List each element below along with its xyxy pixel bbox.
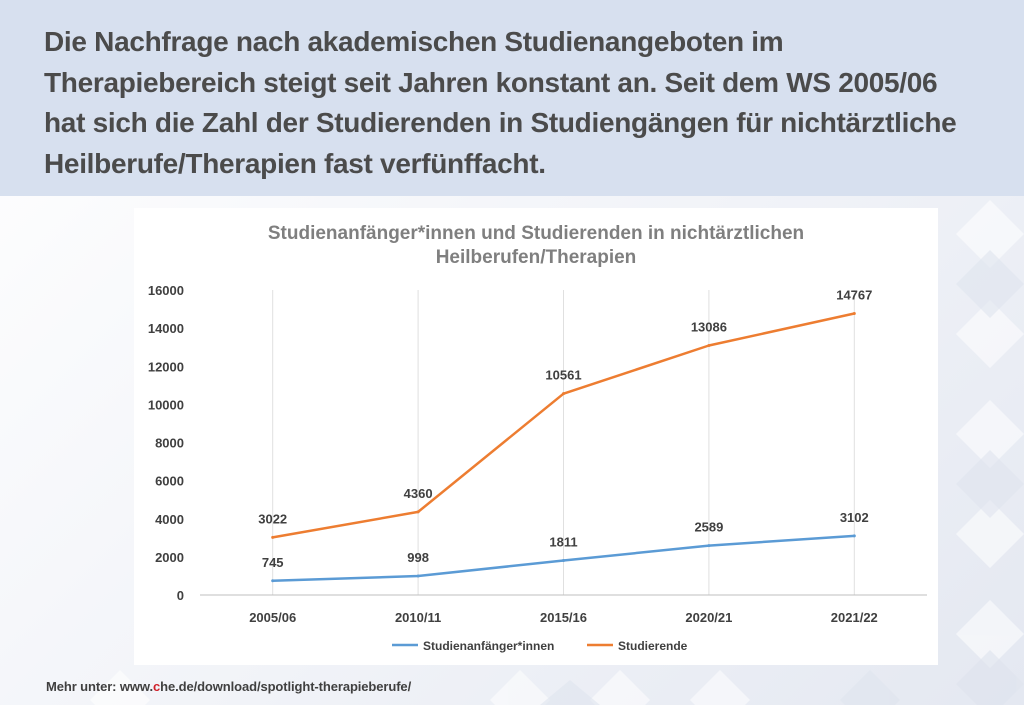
data-label: 3022 — [258, 511, 287, 526]
data-point-studienanf-nger-innen — [852, 534, 856, 538]
footer-accent: c — [152, 679, 161, 694]
data-point-studierende — [562, 392, 565, 396]
chart-title-line-2: Heilberufen/Therapien — [436, 247, 637, 268]
data-point-studierende — [416, 510, 420, 514]
y-tick-label: 12000 — [148, 359, 184, 374]
y-tick-label: 14000 — [148, 321, 184, 336]
y-tick-label: 4000 — [155, 512, 184, 527]
x-tick-label: 2005/06 — [249, 610, 296, 625]
header-banner: Die Nachfrage nach akademischen Studiena… — [0, 0, 1024, 196]
y-tick-label: 16000 — [148, 283, 184, 298]
data-label: 1811 — [549, 534, 577, 549]
data-point-studierende — [707, 344, 711, 348]
data-label: 745 — [262, 555, 284, 570]
data-label: 14767 — [836, 288, 872, 303]
data-point-studienanf-nger-innen — [271, 579, 275, 583]
data-point-studierende — [271, 535, 275, 539]
headline-line-3: hat sich die Zahl der Studierenden in St… — [44, 107, 957, 138]
data-label: 4360 — [404, 486, 433, 501]
x-tick-label: 2021/22 — [831, 610, 878, 625]
x-tick-label: 2020/21 — [685, 610, 732, 625]
footer-suffix: he.de/download/spotlight-therapieberufe/ — [160, 679, 412, 694]
chart-title-line-1: Studienanfänger*innen und Studierenden i… — [268, 223, 804, 244]
data-label: 998 — [407, 550, 429, 565]
y-tick-label: 10000 — [148, 397, 184, 412]
data-point-studienanf-nger-innen — [416, 574, 420, 578]
headline-line-2: Therapiebereich steigt seit Jahren konst… — [44, 66, 938, 98]
x-tick-label: 2015/16 — [540, 610, 587, 625]
y-tick-label: 0 — [177, 588, 184, 603]
y-tick-label: 2000 — [155, 550, 184, 565]
y-tick-label: 8000 — [155, 436, 184, 451]
x-tick-label: 2010/11 — [395, 610, 441, 625]
headline: Die Nachfrage nach akademischen Studiena… — [44, 22, 984, 184]
data-label: 2589 — [694, 520, 723, 535]
headline-line-4: Heilberufe/Therapien fast verfünffacht. — [44, 147, 546, 179]
data-point-studienanf-nger-innen — [562, 558, 565, 562]
legend-label: Studienanfänger*innen — [423, 639, 554, 653]
data-label: 3102 — [840, 510, 869, 525]
data-point-studierende — [852, 312, 856, 316]
legend-label: Studierende — [618, 639, 688, 653]
line-chart: Studienanfänger*innen und Studierenden i… — [148, 223, 927, 653]
data-label: 13086 — [691, 320, 727, 335]
headline-line-1: Die Nachfrage nach akademischen Studiena… — [44, 26, 784, 57]
footer-link[interactable]: Mehr unter: www.che.de/download/spotligh… — [46, 679, 411, 694]
chart-card: Studienanfänger*innen und Studierenden i… — [134, 208, 938, 665]
data-point-studienanf-nger-innen — [707, 544, 711, 548]
data-label: 10561 — [545, 368, 581, 383]
footer-prefix: Mehr unter: www. — [46, 679, 153, 694]
y-tick-label: 6000 — [155, 474, 184, 489]
